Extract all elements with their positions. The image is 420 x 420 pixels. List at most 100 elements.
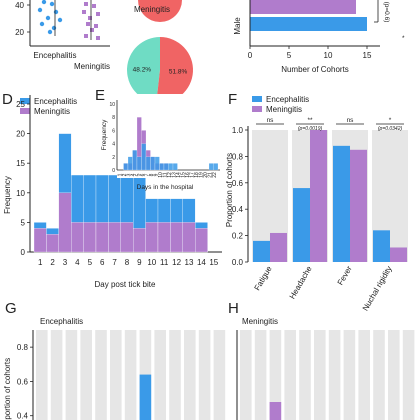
panel-c-bar-encephalitis [250,17,367,31]
panel-d-bar-meningitis [95,222,109,253]
panel-e-xtick-label: 16 [185,172,191,178]
panel-a-xlabel: Meningitis [74,62,110,71]
panel-b: Meningitis 48.2% 51.8% [126,0,193,103]
panel-a-dot-encephalitis [49,1,55,7]
panel-e-ytick-label: 2 [112,155,115,161]
panel-b-pie-label: 51.8% [169,69,188,76]
panel-a-dot-encephalitis [57,17,63,23]
panel-d-bar-meningitis [195,228,208,253]
panel-a-dot-meningitis [88,16,92,20]
panel-e-xtick-label: 12 [167,172,173,178]
panel-h-column-bg [373,330,385,420]
panel-f-sig-p: (p=0.0342) [378,126,403,132]
panel-d-xtick-label: 14 [197,258,206,267]
panel-e-xtick-label: 2 [122,173,128,176]
panel-d-xtick-label: 13 [185,258,194,267]
panel-d-bar-meningitis [157,222,171,253]
panel-g-column-bg [50,330,63,420]
panel-e-xtick-label: 17 [189,172,195,178]
panel-e-xtick-label: 8 [149,173,155,176]
panel-g-column-bg [154,330,166,420]
panel-g-bar [139,374,152,420]
panel-d-ytick-label: 15 [16,159,25,168]
panel-e-bar-encephalitis [145,156,151,171]
panel-f-legend-swatch-meningitis [252,106,262,112]
panel-a-dot-encephalitis [39,21,45,27]
panel-f-legend-label: Meningitis [266,105,302,114]
panel-d-bar-meningitis [83,222,97,253]
panel-f-xtick-label: Headache [288,264,314,301]
panel-b-pie-slice [156,37,193,103]
panel-g-ytick-label: 0.8 [17,343,29,352]
panel-e-bar-encephalitis [150,156,156,171]
panel-c-xlabel: Number of Cohorts [281,65,349,74]
panel-c-sig-label: (p=0.6) [383,2,390,23]
panel-d-xtick-label: 9 [137,258,142,267]
panel-h-column-bg [299,330,311,420]
panel-f: F Encephalitis Meningitis Proportion of … [225,91,408,313]
panel-f-ytick-label: 0.0 [232,258,244,267]
panel-f-bar-encephalitis [333,145,350,262]
panel-d-bar-meningitis [33,228,47,253]
panel-d-bar-meningitis [46,234,59,253]
panel-e-bar-encephalitis [163,163,169,171]
panel-h-column-bg [358,330,370,420]
panel-g-chart: 0.4 0.6 0.8 [17,330,226,420]
panel-e-bar-encephalitis [213,163,219,171]
panel-a-ytick-label: 20 [15,28,24,37]
panel-e: E Frequency Days in the hospital 1234567… [95,87,221,191]
panel-d-bar-meningitis [133,228,146,253]
panel-a-dot-meningitis [96,36,100,40]
panel-g-title: Encephalitis [40,317,83,326]
panel-g-column-bg [95,330,107,420]
panel-e-bar-encephalitis [127,156,133,171]
panel-f-bar-encephalitis [293,188,310,262]
panel-d-bar-meningitis [71,222,84,253]
panel-c-ylabel: Male [233,17,242,35]
panel-f-sig-star: * [389,117,392,124]
panel-g-letter: G [5,300,17,317]
panel-e-ylabel: Frequency [101,119,108,150]
panel-g-ytick-label: 0.6 [17,377,29,386]
panel-c-xtick-label: 15 [363,51,372,60]
panel-g-column-bg [213,330,226,420]
panel-d-ytick-label: 25 [16,100,25,109]
panel-e-bar-encephalitis [136,156,142,171]
panel-d-bar-meningitis [108,222,121,253]
panel-e-ytick-label: 4 [112,142,115,148]
panel-d-xlabel: Day post tick bite [95,280,156,289]
panel-f-bar-encephalitis [253,240,270,262]
panel-e-xtick-label: 18 [194,172,200,178]
panel-d-xtick-label: 4 [75,258,80,267]
panel-h-chart [236,330,415,420]
panel-f-bar-meningitis [270,232,287,262]
panel-e-xtick-label: 1 [117,173,123,176]
panel-f-ytick-label: 0.4 [232,205,244,214]
panel-e-letter: E [95,87,105,104]
panel-d-ytick-label: 0 [21,248,26,257]
panel-d-ytick-label: 20 [16,130,25,139]
panel-h-title: Meningitis [242,317,278,326]
panel-a-dot-encephalitis [37,7,43,13]
panel-a-dot-encephalitis [47,29,53,35]
panel-c-xtick-label: 10 [324,51,333,60]
panel-d-xtick-label: 7 [112,258,117,267]
panel-e-xtick-label: 7 [144,173,150,176]
panel-f-letter: F [228,91,237,108]
panel-e-bar-encephalitis [172,163,178,171]
panel-e-xlabel: Days in the hospital [137,184,194,191]
panel-h: H Meningitis [228,300,415,420]
panel-f-ytick-label: 1.0 [232,126,244,135]
panel-g-column-bg [36,330,48,420]
panel-f-ytick-label: 0.2 [232,232,244,241]
panel-d-bar-meningitis [170,222,183,253]
panel-d-legend-swatch-meningitis [20,108,30,114]
panel-a: 40 20 Encephalitis Meningitis [15,0,110,71]
panel-f-xtick-label: Fever [336,264,354,287]
panel-f-bar-encephalitis [373,230,390,262]
panel-f-ytick-label: 0.6 [232,179,244,188]
panel-d-bar-meningitis [120,222,134,253]
panel-h-letter: H [228,300,239,317]
panel-h-column-bg [402,330,415,420]
